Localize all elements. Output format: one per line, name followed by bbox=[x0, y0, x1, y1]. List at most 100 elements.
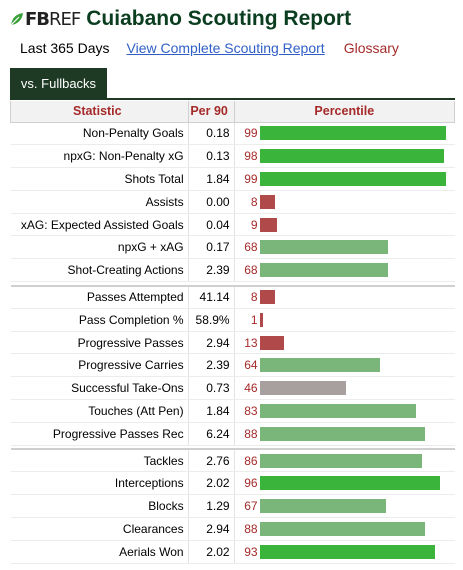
per90-value: 41.14 bbox=[188, 285, 235, 309]
percentile-cell: 8 bbox=[234, 190, 455, 214]
table-row: Aerials Won 2.02 93 bbox=[10, 540, 455, 564]
table-row: Interceptions 2.02 96 bbox=[10, 471, 455, 496]
percentile-cell: 1 bbox=[234, 308, 455, 332]
fbref-logo[interactable]: FB REF bbox=[10, 8, 81, 30]
fbref-leaf-icon bbox=[10, 13, 23, 26]
percentile-value: 1 bbox=[250, 312, 258, 327]
table-row: Touches (Att Pen) 1.84 83 bbox=[10, 399, 455, 423]
percentile-value: 88 bbox=[244, 426, 258, 441]
table-row: Assists 0.00 8 bbox=[10, 190, 455, 214]
percentile-bar bbox=[259, 217, 277, 232]
percentile-cell: 98 bbox=[234, 144, 455, 169]
per90-value: 0.04 bbox=[188, 213, 235, 237]
per90-value: 0.73 bbox=[188, 376, 235, 401]
stat-name: Progressive Passes bbox=[10, 331, 189, 355]
percentile-bar bbox=[259, 381, 346, 396]
percentile-cell: 13 bbox=[234, 331, 455, 355]
per90-value: 0.17 bbox=[188, 235, 235, 260]
stat-name: Interceptions bbox=[10, 471, 189, 496]
logo-text-fb: FB bbox=[25, 8, 50, 30]
percentile-cell: 68 bbox=[234, 235, 455, 260]
percentile-value: 83 bbox=[244, 403, 258, 418]
stat-name: Aerials Won bbox=[10, 540, 189, 564]
percentile-value: 86 bbox=[244, 453, 258, 468]
per90-value: 2.02 bbox=[188, 471, 235, 496]
percentile-value: 68 bbox=[244, 263, 258, 278]
stat-name: npxG + xAG bbox=[10, 235, 189, 260]
table-row: npxG: Non-Penalty xG 0.13 98 bbox=[10, 144, 455, 169]
percentile-cell: 67 bbox=[234, 494, 455, 519]
percentile-cell: 88 bbox=[234, 517, 455, 541]
table-body: Non-Penalty Goals 0.18 99 npxG: Non-Penalty… bbox=[10, 121, 455, 564]
table-row: Shots Total 1.84 99 bbox=[10, 167, 455, 191]
percentile-cell: 99 bbox=[234, 167, 455, 191]
percentile-value: 98 bbox=[244, 149, 258, 164]
per90-value: 58.9% bbox=[188, 308, 235, 332]
percentile-bar bbox=[259, 403, 416, 418]
percentile-cell: 9 bbox=[234, 213, 455, 237]
stat-name: Shot-Creating Actions bbox=[10, 258, 189, 283]
percentile-value: 46 bbox=[244, 381, 258, 396]
per90-value: 2.94 bbox=[188, 331, 235, 355]
table-row: Progressive Passes 2.94 13 bbox=[10, 331, 455, 355]
glossary-link[interactable]: Glossary bbox=[343, 40, 399, 56]
percentile-bar bbox=[259, 126, 446, 141]
table-row: Non-Penalty Goals 0.18 99 bbox=[10, 121, 455, 146]
percentile-value: 64 bbox=[244, 358, 258, 373]
percentile-cell: 93 bbox=[234, 540, 455, 564]
stat-name: Passes Attempted bbox=[10, 285, 189, 309]
percentile-bar bbox=[259, 171, 446, 186]
percentile-value: 99 bbox=[244, 126, 258, 141]
stat-name: Progressive Passes Rec bbox=[10, 422, 189, 446]
percentile-bar bbox=[259, 521, 425, 536]
report-header: FB REF Cuiabano Scouting Report bbox=[10, 6, 351, 32]
stat-name: Tackles bbox=[10, 449, 189, 473]
stat-name: Clearances bbox=[10, 517, 189, 541]
percentile-bar bbox=[259, 453, 422, 468]
group-separator bbox=[10, 445, 455, 451]
percentile-bar bbox=[259, 194, 275, 209]
per90-value: 2.39 bbox=[188, 353, 235, 378]
percentile-value: 9 bbox=[250, 217, 258, 232]
group-separator bbox=[10, 281, 455, 287]
stat-name: Successful Take-Ons bbox=[10, 376, 189, 401]
percentile-bar bbox=[259, 499, 386, 514]
table-row: Tackles 2.76 86 bbox=[10, 449, 455, 473]
percentile-value: 68 bbox=[244, 240, 258, 255]
table-row: Clearances 2.94 88 bbox=[10, 517, 455, 541]
percentile-value: 99 bbox=[244, 171, 258, 186]
per90-value: 2.39 bbox=[188, 258, 235, 283]
per90-value: 6.24 bbox=[188, 422, 235, 446]
percentile-cell: 46 bbox=[234, 376, 455, 401]
percentile-bar bbox=[259, 426, 425, 441]
page-title: Cuiabano Scouting Report bbox=[86, 7, 352, 30]
percentile-bar bbox=[259, 312, 263, 327]
per90-value: 1.29 bbox=[188, 494, 235, 519]
table-row: Progressive Passes Rec 6.24 88 bbox=[10, 422, 455, 446]
separator-cell bbox=[10, 281, 455, 287]
percentile-bar bbox=[259, 149, 444, 164]
stat-name: Non-Penalty Goals bbox=[10, 121, 189, 146]
percentile-value: 93 bbox=[244, 544, 258, 559]
percentile-value: 96 bbox=[244, 476, 258, 491]
stat-name: Assists bbox=[10, 190, 189, 214]
table-row: npxG + xAG 0.17 68 bbox=[10, 235, 455, 260]
complete-report-link[interactable]: View Complete Scouting Report bbox=[126, 40, 325, 56]
per90-value: 1.84 bbox=[188, 399, 235, 423]
per90-value: 2.76 bbox=[188, 449, 235, 473]
logo-text-ref: REF bbox=[49, 8, 81, 30]
table-row: xAG: Expected Assisted Goals 0.04 9 bbox=[10, 213, 455, 237]
percentile-bar bbox=[259, 290, 275, 305]
scouting-table: Statistic Per 90 Percentile Non-Penalty … bbox=[10, 101, 456, 564]
percentile-value: 8 bbox=[250, 194, 258, 209]
column-header-per90: Per 90 bbox=[187, 101, 235, 123]
tab-underline bbox=[10, 98, 455, 100]
stat-name: npxG: Non-Penalty xG bbox=[10, 144, 189, 169]
percentile-cell: 83 bbox=[234, 399, 455, 423]
percentile-bar bbox=[259, 335, 284, 350]
table-row: Pass Completion % 58.9% 1 bbox=[10, 308, 455, 332]
percentile-cell: 88 bbox=[234, 422, 455, 446]
percentile-value: 88 bbox=[244, 521, 258, 536]
tab-vs-fullbacks[interactable]: vs. Fullbacks bbox=[10, 68, 107, 98]
table-header-row: Statistic Per 90 Percentile bbox=[10, 101, 456, 123]
